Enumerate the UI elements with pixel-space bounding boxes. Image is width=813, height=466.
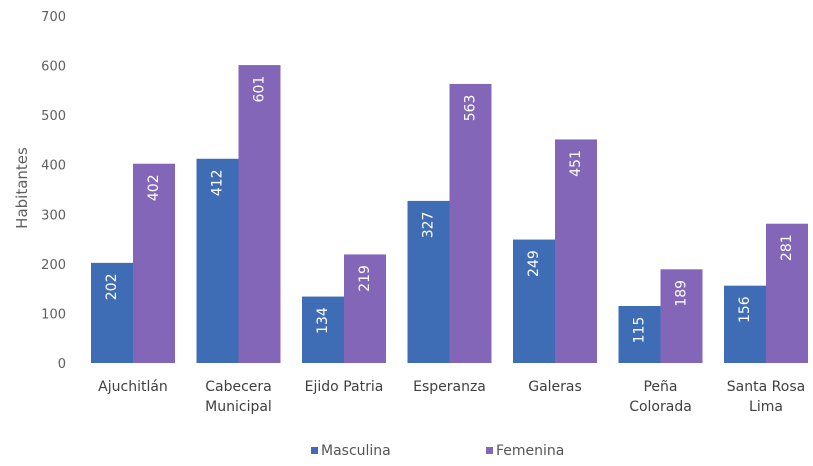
bar-femenina (555, 139, 597, 363)
legend-swatch (486, 447, 493, 454)
category-label: Cabecera (205, 379, 272, 395)
data-label: 451 (568, 150, 584, 177)
y-tick-label: 200 (41, 258, 66, 273)
bar-masculina (302, 296, 344, 363)
data-label: 281 (779, 234, 795, 261)
data-label: 601 (252, 76, 268, 103)
bar-masculina (618, 305, 661, 363)
bar-masculina (513, 239, 555, 363)
y-tick-label: 600 (41, 60, 66, 75)
data-label: 134 (315, 307, 331, 334)
bar-masculina (91, 262, 133, 363)
category-label: Esperanza (413, 379, 486, 395)
data-label: 249 (526, 250, 542, 277)
bar-femenina (344, 254, 386, 363)
category-label: Galeras (528, 379, 582, 395)
data-label: 115 (632, 317, 648, 344)
legend-label: Masculina (321, 443, 391, 459)
bar-femenina (238, 65, 281, 363)
y-tick-label: 100 (41, 307, 66, 322)
data-label: 202 (104, 273, 120, 300)
category-label: Ejido Patria (305, 379, 384, 395)
y-tick-label: 300 (41, 208, 66, 223)
legend-swatch (311, 447, 318, 454)
y-tick-label: 400 (41, 159, 66, 174)
data-label: 563 (463, 95, 479, 122)
bar-femenina (766, 223, 808, 363)
bar-femenina (449, 83, 492, 364)
bar-masculina (724, 285, 766, 363)
category-label: Peña (643, 379, 677, 395)
bar-masculina (407, 200, 450, 363)
y-axis-title: Habitantes (13, 147, 31, 229)
data-label: 219 (357, 265, 373, 292)
data-label: 189 (674, 280, 690, 307)
bar-masculina (196, 158, 239, 363)
bar-femenina (133, 163, 175, 363)
y-tick-label: 0 (58, 357, 66, 372)
category-label: Colorada (629, 399, 692, 415)
data-label: 156 (737, 296, 753, 323)
data-label: 402 (146, 174, 162, 201)
category-label: Municipal (205, 399, 272, 415)
bar-femenina (660, 269, 703, 363)
y-tick-label: 500 (41, 109, 66, 124)
data-label: 412 (210, 169, 226, 196)
category-label: Santa Rosa (727, 379, 805, 395)
legend-label: Femenina (496, 443, 564, 459)
data-label: 327 (421, 212, 437, 239)
y-tick-label: 700 (41, 10, 66, 25)
category-label: Ajuchitlán (98, 379, 168, 395)
category-label: Lima (749, 399, 783, 415)
